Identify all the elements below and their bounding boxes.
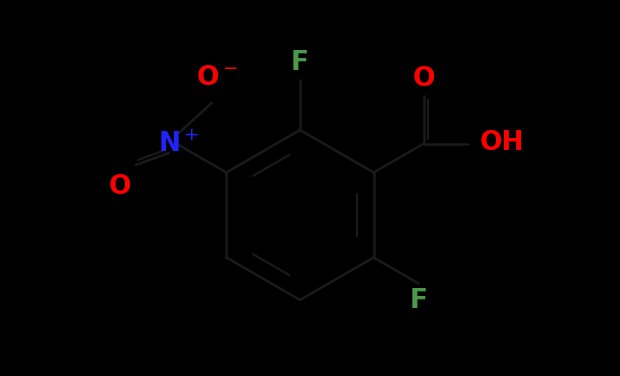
Text: O: O <box>108 174 131 200</box>
Text: F: F <box>410 288 428 314</box>
Text: O: O <box>412 65 435 91</box>
Text: O$^-$: O$^-$ <box>196 65 237 91</box>
Text: OH: OH <box>480 130 525 156</box>
Text: N$^+$: N$^+$ <box>158 132 200 158</box>
Text: F: F <box>291 50 309 76</box>
